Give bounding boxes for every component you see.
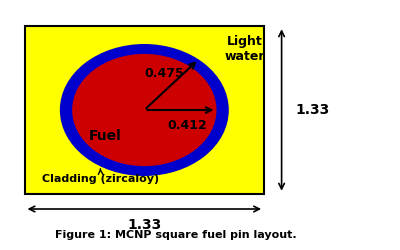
Text: 0.475: 0.475	[144, 67, 184, 80]
Text: 1.33: 1.33	[127, 218, 162, 232]
Bar	[25, 26, 264, 194]
Text: 0.412: 0.412	[168, 119, 208, 132]
Text: Fuel: Fuel	[89, 130, 122, 143]
Ellipse shape	[60, 44, 229, 176]
Text: 1.33: 1.33	[296, 103, 330, 117]
Text: Light
water: Light water	[224, 36, 265, 64]
Text: Cladding (zircaloy): Cladding (zircaloy)	[42, 169, 159, 184]
Ellipse shape	[72, 54, 216, 166]
Text: Figure 1: MCNP square fuel pin layout.: Figure 1: MCNP square fuel pin layout.	[55, 230, 297, 240]
